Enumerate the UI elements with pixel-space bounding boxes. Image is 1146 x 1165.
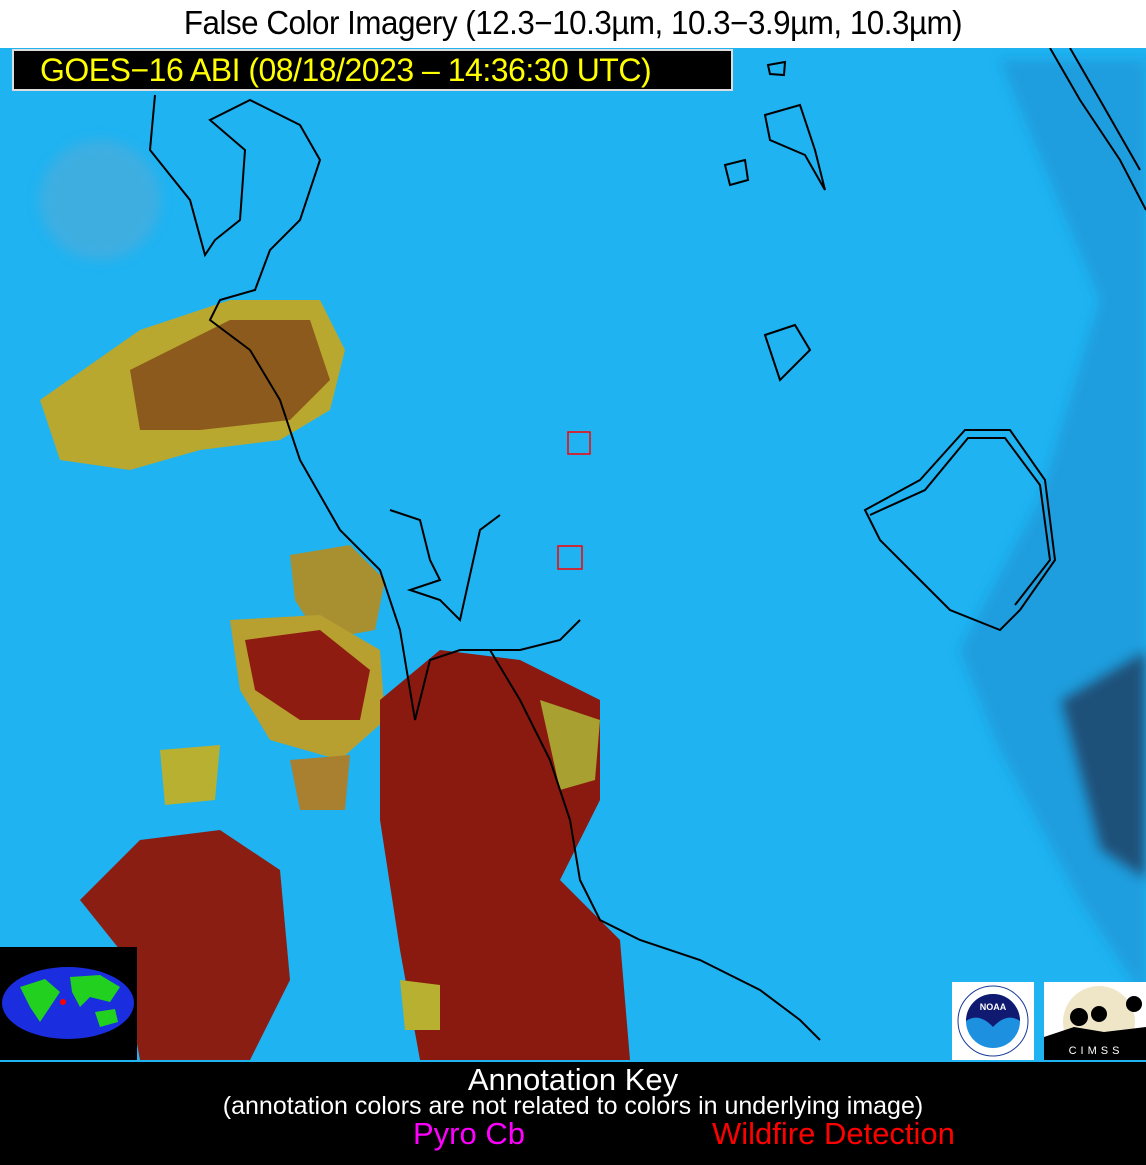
image-title: False Color Imagery (12.3−10.3µm, 10.3−3… bbox=[183, 4, 963, 41]
cimss-logo: CIMSS bbox=[1044, 982, 1146, 1060]
wildfire-detection-marker bbox=[567, 431, 591, 455]
annotation-key: Annotation Key (annotation colors are no… bbox=[0, 1062, 1146, 1165]
wildfire-detection-legend: Wildfire Detection bbox=[712, 1116, 955, 1151]
satellite-subtitle: GOES−16 ABI (08/18/2023 – 14:36:30 UTC) bbox=[12, 49, 733, 91]
annotation-key-title: Annotation Key bbox=[467, 1062, 679, 1097]
noaa-logo: NOAA bbox=[952, 982, 1034, 1060]
wildfire-detection-marker bbox=[557, 545, 583, 570]
smoke-plumes bbox=[40, 300, 630, 1060]
satellite-map bbox=[0, 48, 1146, 1062]
coastlines bbox=[148, 48, 1146, 1041]
annotation-key-note: (annotation colors are not related to co… bbox=[222, 1092, 924, 1120]
pyro-cb-legend: Pyro Cb bbox=[413, 1116, 525, 1151]
globe-inset bbox=[0, 947, 137, 1060]
cloud-texture bbox=[40, 60, 1146, 1000]
globe-icon bbox=[2, 967, 134, 1039]
svg-text:NOAA: NOAA bbox=[980, 1002, 1007, 1012]
svg-text:CIMSS: CIMSS bbox=[1069, 1045, 1124, 1057]
